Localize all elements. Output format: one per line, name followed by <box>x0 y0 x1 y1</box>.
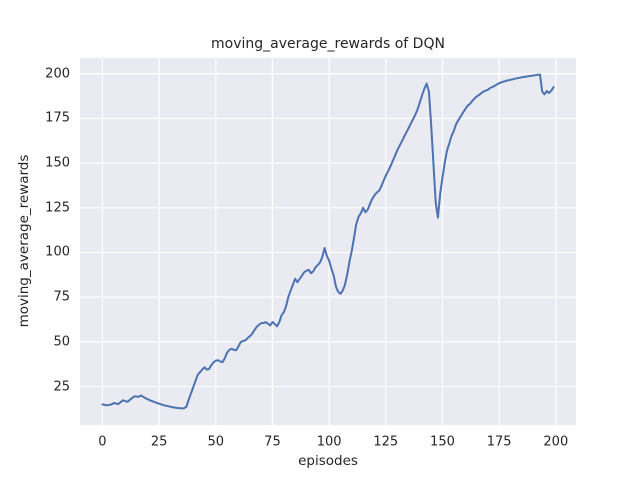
series-line-DQN <box>101 73 555 410</box>
x-tick-label: 200 <box>543 434 569 450</box>
chart-title: moving_average_rewards of DQN <box>211 36 445 52</box>
x-tick-label: 150 <box>430 434 455 450</box>
x-tick-label: 0 <box>98 434 107 450</box>
x-tick-label: 100 <box>316 434 342 450</box>
y-tick-label: 125 <box>45 200 70 216</box>
y-tick-label: 75 <box>53 289 70 305</box>
x-tick-label: 125 <box>373 434 399 450</box>
y-tick-label: 25 <box>53 379 70 395</box>
y-tick-label: 100 <box>45 244 70 260</box>
x-tick-label: 75 <box>264 434 281 450</box>
x-tick-label: 50 <box>207 434 225 450</box>
y-tick-label: 50 <box>53 334 70 350</box>
y-tick-label: 200 <box>45 66 70 82</box>
x-tick-label: 25 <box>150 434 168 450</box>
x-tick-label: 175 <box>486 434 512 450</box>
x-axis-label: episodes <box>298 453 358 469</box>
y-tick-label: 175 <box>45 110 70 126</box>
y-tick-label: 150 <box>45 155 70 171</box>
axes-background <box>80 58 576 425</box>
